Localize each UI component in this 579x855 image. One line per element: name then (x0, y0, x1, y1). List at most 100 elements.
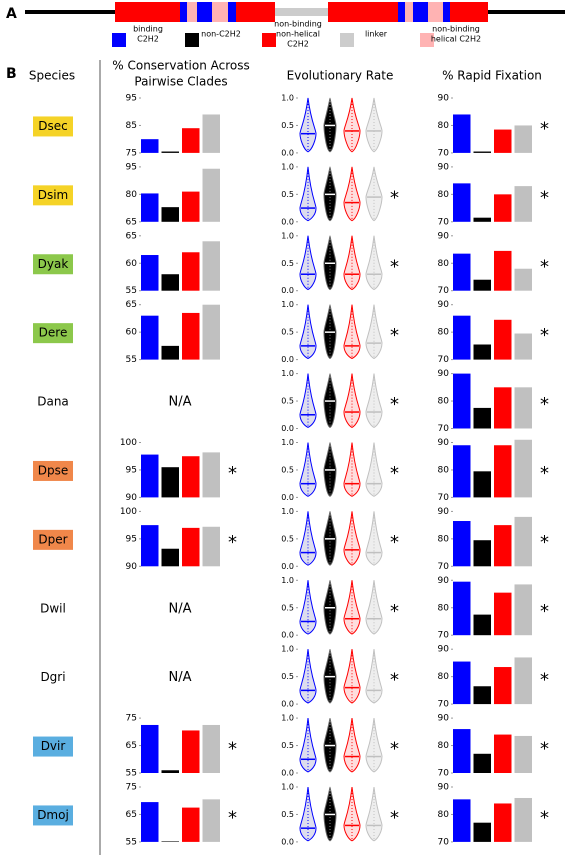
bar (161, 770, 179, 773)
species-name: Dere (39, 326, 68, 340)
y-tick-label: 0.0 (281, 148, 294, 157)
y-tick-label: 90 (126, 562, 138, 572)
violin (299, 166, 317, 222)
violin (343, 442, 361, 497)
violin (343, 786, 361, 842)
y-tick-label: 90 (438, 576, 450, 586)
bar (453, 253, 471, 291)
y-tick-label: 65 (126, 231, 137, 241)
legend-label: binding (133, 25, 163, 34)
y-tick-label: 1.0 (281, 714, 294, 723)
y-tick-label: 60 (126, 259, 138, 269)
violin (299, 235, 317, 291)
header: Evolutionary Rate (287, 69, 394, 83)
violin (299, 442, 317, 497)
violin (299, 580, 317, 635)
bar (161, 207, 179, 222)
violin (365, 304, 383, 360)
y-tick-label: 65 (126, 217, 137, 227)
bar (453, 445, 471, 498)
y-tick-label: 1.0 (281, 300, 294, 309)
violin (365, 373, 383, 428)
species-highlight (33, 805, 73, 826)
bar (161, 274, 179, 291)
bar (182, 456, 200, 498)
bar (202, 526, 220, 567)
header: Pairwise Clades (134, 75, 227, 89)
legend-swatch (185, 33, 199, 47)
violin (299, 649, 317, 704)
y-tick-label: 95 (126, 162, 137, 172)
significance-star: * (540, 463, 549, 484)
bar (473, 344, 491, 360)
y-tick-label: 85 (126, 121, 137, 131)
species-highlight (33, 460, 73, 481)
significance-star: * (390, 187, 399, 208)
legend-label: non-helical (276, 30, 320, 39)
y-tick-label: 1.0 (281, 576, 294, 585)
bar (202, 114, 220, 153)
bar (494, 525, 512, 567)
legend-label: C2H2 (287, 40, 309, 49)
violin (299, 373, 317, 428)
domain (197, 2, 212, 22)
y-tick-label: 55 (126, 837, 137, 847)
y-tick-label: 100 (120, 507, 137, 517)
y-tick-label: 65 (126, 741, 137, 751)
y-tick-label: 90 (438, 369, 450, 379)
y-tick-label: 80 (438, 328, 450, 338)
species-highlight (33, 736, 73, 757)
bar (473, 471, 491, 498)
bar (494, 250, 512, 291)
y-tick-label: 90 (438, 507, 450, 517)
bar (514, 387, 532, 429)
y-tick-label: 0.0 (281, 424, 294, 433)
domain (236, 2, 275, 22)
bar (473, 279, 491, 291)
y-tick-label: 60 (126, 328, 138, 338)
significance-star: * (390, 463, 399, 484)
species-name: Dpse (38, 463, 69, 477)
y-tick-label: 70 (438, 769, 450, 779)
y-tick-label: 95 (126, 94, 137, 104)
y-tick-label: 0.0 (281, 769, 294, 778)
legend-swatch (262, 33, 276, 47)
y-tick-label: 80 (438, 397, 450, 407)
y-tick-label: 55 (126, 769, 137, 779)
legend-label: helical C2H2 (431, 35, 481, 44)
y-tick-label: 80 (438, 810, 450, 820)
bar (453, 183, 471, 222)
violin (299, 304, 317, 360)
legend-label: non-binding (274, 20, 322, 29)
y-tick-label: 1.0 (281, 645, 294, 654)
bar (161, 345, 179, 360)
bar (182, 191, 200, 222)
violin (365, 97, 383, 153)
species-name: Dwil (40, 601, 66, 615)
y-tick-label: 0.0 (281, 562, 294, 571)
y-tick-label: 0.5 (281, 534, 294, 543)
significance-star: * (540, 394, 549, 415)
significance-star: * (228, 739, 237, 760)
significance-star: * (390, 532, 399, 553)
bar (494, 194, 512, 222)
violin (365, 511, 383, 566)
y-tick-label: 90 (438, 231, 450, 241)
y-tick-label: 0.5 (281, 603, 294, 612)
na-label: N/A (169, 601, 192, 616)
bar (514, 516, 532, 567)
violin (343, 649, 361, 704)
species-name: Dgri (40, 670, 65, 684)
y-tick-label: 0.0 (281, 286, 294, 295)
bar (514, 797, 532, 842)
y-tick-label: 80 (126, 190, 138, 200)
y-tick-label: 80 (438, 465, 450, 475)
y-tick-label: 80 (438, 741, 450, 751)
y-tick-label: 0.0 (281, 837, 294, 846)
bar (161, 151, 179, 153)
y-tick-label: 100 (120, 438, 137, 448)
legend-swatch (112, 33, 126, 47)
bar (161, 467, 179, 498)
violin (365, 580, 383, 635)
